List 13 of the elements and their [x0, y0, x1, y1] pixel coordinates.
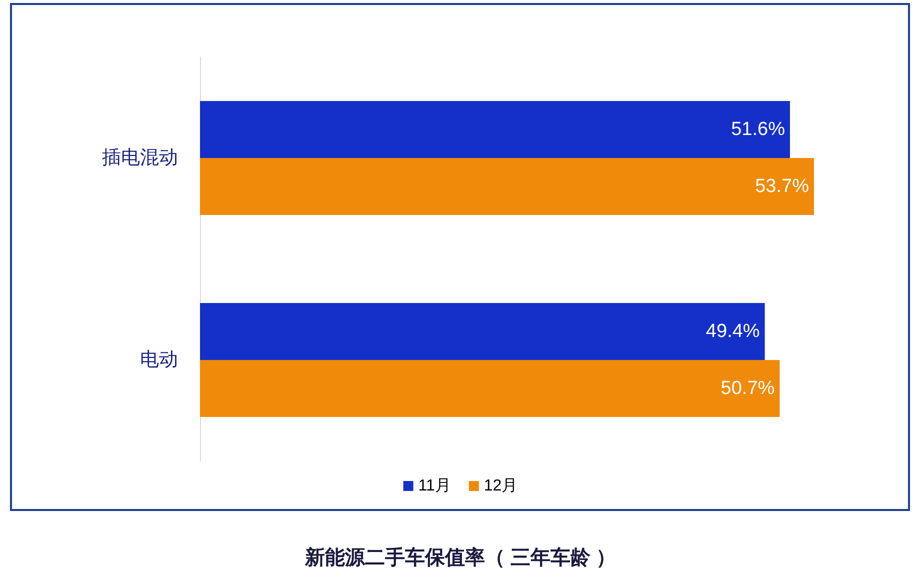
legend-label: 11月 — [418, 478, 451, 494]
y-tick-label: 插电混动 — [102, 148, 178, 168]
bar — [200, 303, 765, 360]
data-label: 53.7% — [755, 176, 810, 197]
legend-label: 12月 — [484, 478, 518, 494]
bar — [200, 158, 814, 215]
bar — [200, 360, 780, 417]
data-label: 50.7% — [720, 378, 775, 399]
text: 新能源二手车保值率（ 三年车龄 ） — [304, 546, 616, 569]
bar — [200, 101, 790, 158]
y-tick-label: 电动 — [140, 350, 178, 370]
data-label: 49.4% — [706, 321, 760, 342]
data-label: 51.6% — [731, 119, 786, 140]
